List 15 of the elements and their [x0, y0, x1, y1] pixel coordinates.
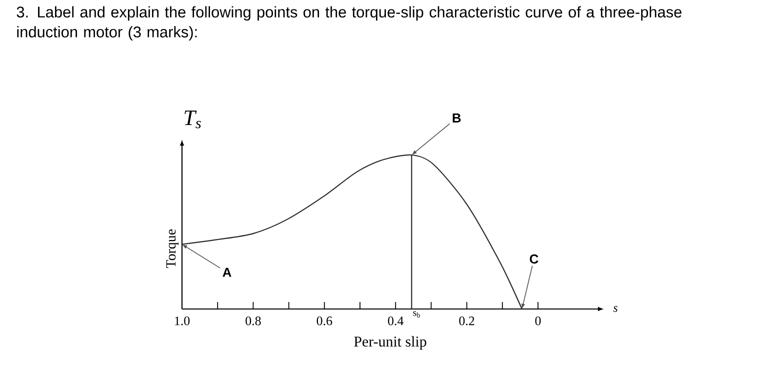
annotation: B	[452, 114, 461, 122]
text: T$_{s}$	[184, 110, 201, 128]
x-tick-label: 1.0	[175, 316, 190, 326]
x-tick-label: 0.2	[459, 316, 474, 326]
y-axis-title: Torque	[166, 229, 178, 268]
chart-title: 3. Label and explain the following points on the torque-slip characteristic curve of a three-phase induction motor (3 marks):	[16, 6, 682, 41]
annotation: C	[530, 254, 538, 264]
annotation: A	[222, 268, 232, 277]
x-axis-title: Per-unit slip	[354, 336, 426, 350]
text: s	[613, 306, 618, 312]
x-tick-label: 0.4	[388, 316, 404, 326]
x-tick-label: 0.6	[316, 316, 332, 326]
x-tick-label: 0.8	[246, 316, 261, 326]
ref-line-label: s$_{b}$	[413, 311, 420, 318]
x-tick-label: 0	[535, 316, 541, 326]
